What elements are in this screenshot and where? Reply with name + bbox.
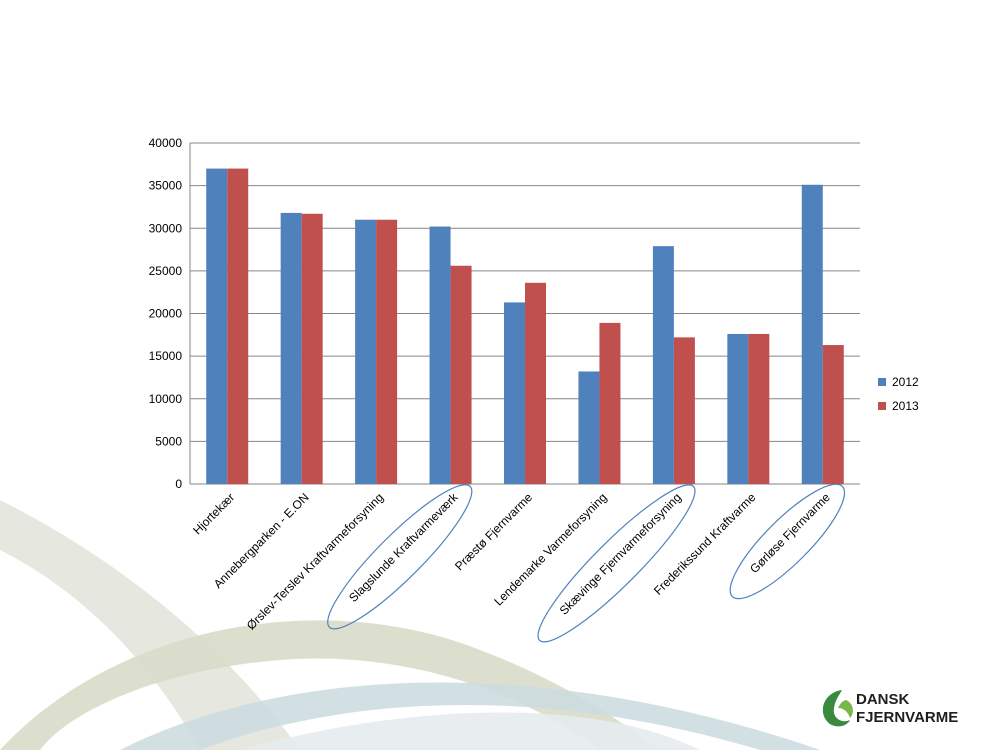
logo-line2: FJERNVARME xyxy=(856,709,958,726)
bar-2012 xyxy=(355,219,377,484)
bar-2012 xyxy=(801,184,823,484)
bar-2012 xyxy=(578,371,600,484)
bar-2013 xyxy=(748,333,770,484)
y-tick-label: 25000 xyxy=(149,264,183,278)
bar-2012 xyxy=(652,246,674,484)
bar-2012 xyxy=(504,302,525,484)
background-swooshes xyxy=(0,500,820,750)
bar-2013 xyxy=(822,345,844,484)
bar-2013 xyxy=(599,322,621,484)
category-label: Gørløse Fjernvarme xyxy=(747,490,833,576)
bar-2013 xyxy=(450,265,472,484)
y-tick-label: 15000 xyxy=(149,349,183,363)
y-tick-label: 35000 xyxy=(149,179,183,193)
bar-2012 xyxy=(206,168,228,484)
highlight-ellipse xyxy=(537,484,696,643)
category-label: Præstø Fjernvarme xyxy=(452,490,535,573)
highlight-ellipses xyxy=(327,483,846,643)
dansk-fjernvarme-logo: DANSK FJERNVARME xyxy=(822,690,958,727)
bars xyxy=(206,168,844,485)
legend-swatch-2012 xyxy=(878,378,886,386)
bar-2012 xyxy=(429,226,451,485)
y-tick-label: 20000 xyxy=(149,307,183,321)
bar-2013 xyxy=(301,213,323,484)
y-tick-label: 40000 xyxy=(149,136,183,150)
bar-2013 xyxy=(673,337,695,484)
legend: 2012 2013 xyxy=(878,375,919,413)
logo-line1: DANSK xyxy=(856,691,910,708)
legend-label: 2012 xyxy=(892,375,919,389)
bar-2013 xyxy=(525,282,546,484)
y-tick-label: 5000 xyxy=(155,434,182,448)
y-tick-label: 0 xyxy=(175,477,182,491)
y-axis-ticks: 0 5000 10000 15000 20000 25000 30000 35000 40000 xyxy=(149,136,183,491)
swirl-logo-icon xyxy=(822,690,853,727)
highlight-ellipse xyxy=(327,484,473,630)
swoosh-light xyxy=(240,712,700,750)
category-label: Hjortekær xyxy=(190,490,237,537)
y-tick-label: 10000 xyxy=(149,392,183,406)
bar-chart: 0 5000 10000 15000 20000 25000 30000 35000 40000… xyxy=(149,136,919,643)
bar-2012 xyxy=(727,333,749,484)
bar-2012 xyxy=(280,212,302,484)
bar-2013 xyxy=(227,168,249,484)
highlight-ellipse xyxy=(729,483,846,600)
y-tick-label: 30000 xyxy=(149,221,183,235)
swoosh-green xyxy=(0,620,660,750)
legend-label: 2013 xyxy=(892,399,919,413)
swoosh-grey-left xyxy=(0,500,300,750)
category-label: Skævinge Fjernvarmeforsyning xyxy=(557,490,684,617)
legend-swatch-2013 xyxy=(878,402,886,410)
swoosh-teal xyxy=(120,682,820,750)
bar-2013 xyxy=(376,219,398,484)
